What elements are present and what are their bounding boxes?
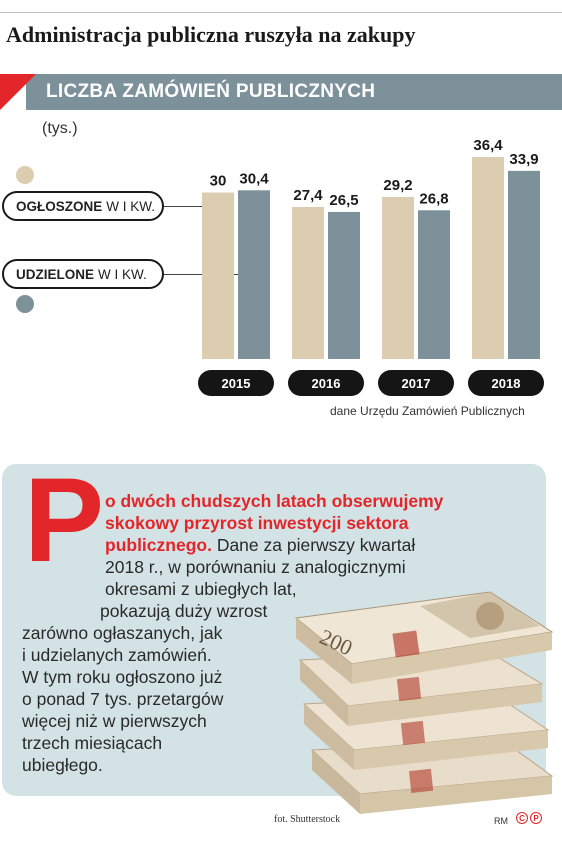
top-rule <box>0 12 562 13</box>
article-line-12: trzech miesiącach <box>22 733 163 753</box>
bar-value-label: 29,2 <box>383 177 412 194</box>
bar-2017-awarded <box>418 210 450 359</box>
legend-announced-bold: OGŁOSZONE <box>16 198 103 214</box>
article-line-6: pokazują duży wzrost <box>100 601 268 621</box>
legend-leader-announced <box>164 206 210 207</box>
bar-2016-awarded <box>328 211 360 359</box>
banknote-stack-image: 200 <box>294 591 554 814</box>
bar-2016-announced <box>292 206 324 359</box>
year-label: 2016 <box>312 376 341 391</box>
page-headline: Administracja publiczna ruszyła na zakup… <box>6 22 416 47</box>
banner-bar <box>26 74 562 110</box>
bar-value-label: 30,4 <box>239 170 269 187</box>
photo-credit: fot. Shutterstock <box>274 814 341 825</box>
bar-2015-announced <box>202 192 234 359</box>
bar-2018-announced <box>472 157 504 359</box>
bar-2015-awarded <box>238 190 270 359</box>
footer-mark: RM <box>494 816 508 826</box>
bar-value-label: 30 <box>210 173 227 190</box>
article-line-10: o ponad 7 tys. przetargów <box>22 689 224 709</box>
legend-dot-awarded <box>16 295 34 313</box>
article-line-13: ubiegłego. <box>22 755 103 775</box>
bar-value-label: 26,5 <box>329 192 358 209</box>
bar-value-label: 27,4 <box>293 187 323 204</box>
units-label: (tys.) <box>42 120 78 137</box>
year-label: 2017 <box>402 376 431 391</box>
bar-value-label: 26,8 <box>419 190 448 207</box>
article-line-5: okresami z ubiegłych lat, <box>105 579 297 599</box>
bar-2017-announced <box>382 196 414 359</box>
copyright-c-icon: C <box>516 812 528 824</box>
legend-awarded-bold: UDZIELONE <box>16 266 95 282</box>
year-pill-2018 <box>468 370 544 396</box>
year-label: 2015 <box>222 376 251 391</box>
bar-2018-awarded <box>508 170 540 359</box>
year-pill-2017 <box>378 370 454 396</box>
article-line-2: skokowy przyrost inwestycji sektora <box>105 513 409 533</box>
banner-red-corner <box>0 74 36 110</box>
banner-title: LICZBA ZAMÓWIEŃ PUBLICZNYCH <box>46 81 376 102</box>
drop-cap: P <box>24 464 105 587</box>
bar-value-label: 33,9 <box>509 151 538 168</box>
article-line-8: i udzielanych zamówień. <box>22 645 212 665</box>
legend-awarded-rest: W I KW. <box>98 266 147 282</box>
article-line-9: W tym roku ogłoszono już <box>22 667 223 687</box>
bar-value-label: 36,4 <box>473 137 503 154</box>
copyright-p-icon: P <box>530 812 542 824</box>
article-line-3: publicznego. Dane za pierwszy kwartał <box>105 535 416 555</box>
chart-banner: LICZBA ZAMÓWIEŃ PUBLICZNYCH <box>0 74 562 110</box>
banknote-bundle-top: 200 <box>294 591 554 684</box>
article-line-4: 2018 r., w porównaniu z analogicznymi <box>105 557 406 577</box>
legend-dot-announced <box>16 166 34 184</box>
year-pill-2016 <box>288 370 364 396</box>
data-source: dane Urzędu Zamówień Publicznych <box>330 404 525 418</box>
year-pill-2015 <box>198 370 274 396</box>
year-label: 2018 <box>492 376 521 391</box>
legend-pill-announced: OGŁOSZONE W I KW. <box>2 191 164 221</box>
article-line-1: o dwóch chudszych latach obserwujemy <box>105 491 444 511</box>
legend-pill-awarded: UDZIELONE W I KW. <box>2 259 164 289</box>
article-line-11: więcej niż w pierwszych <box>22 711 207 731</box>
bar-chart: 30 30,4 2015 27,4 26,5 2016 29,2 26,8 2017 36,4 33… <box>198 137 544 396</box>
article-line-7: zarówno ogłaszanych, jak <box>22 623 223 643</box>
legend-announced-rest: W I KW. <box>106 198 156 214</box>
